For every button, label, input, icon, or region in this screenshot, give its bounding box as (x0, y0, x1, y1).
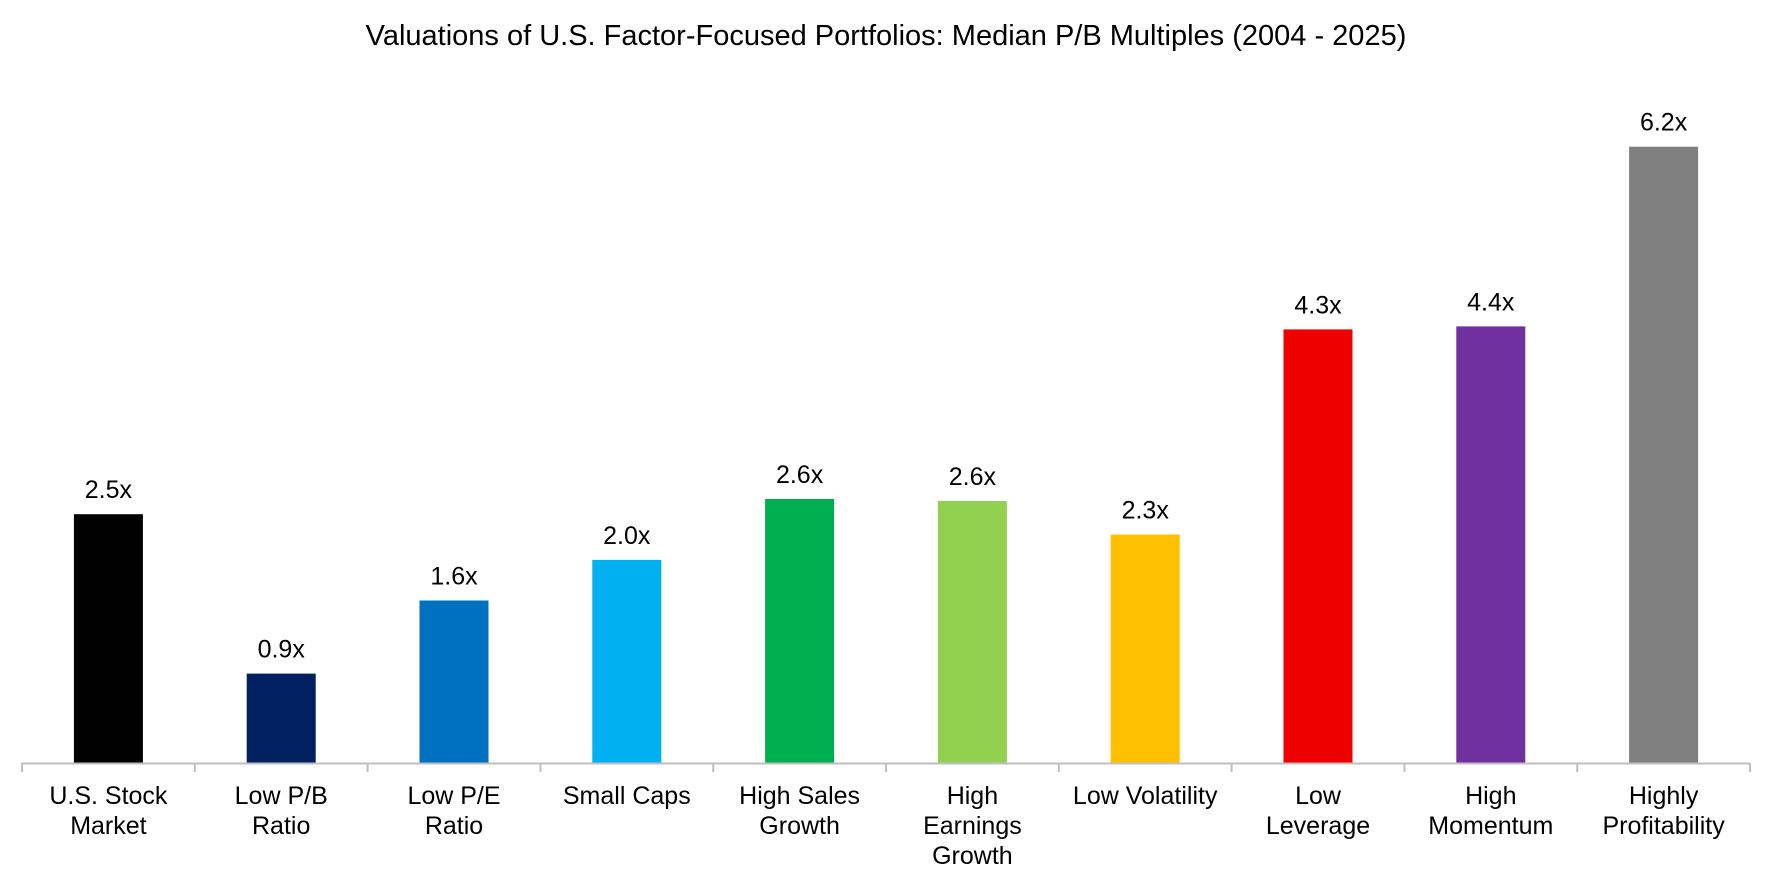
bar-8 (1283, 329, 1353, 763)
x-tick-label-6: High Earnings Growth (923, 782, 1022, 870)
bar-4 (592, 559, 662, 763)
x-axis (21, 762, 1751, 772)
data-label-8: 4.3x (1294, 291, 1342, 319)
chart-title: Valuations of U.S. Factor-Focused Portfo… (366, 20, 1407, 52)
bar-6 (937, 501, 1007, 763)
data-label-9: 4.4x (1467, 288, 1515, 316)
data-label-3: 1.6x (430, 563, 478, 591)
x-tick-label-1-line-1: U.S. Stock (49, 782, 168, 810)
data-labels-layer: 2.5x 0.9x 1.6x 2.0x 2.6x 2.6x 2.3x 4.3x 4.4x 6.2x (85, 109, 1688, 664)
x-tick-label-2-line-2: Ratio (252, 812, 310, 840)
x-tick-label-5-line-1: High Sales (739, 782, 860, 810)
x-tick-label-6-line-3: Growth (932, 842, 1013, 870)
data-label-7: 2.3x (1122, 497, 1170, 525)
x-tick-label-9-line-2: Momentum (1428, 812, 1553, 840)
x-tick-label-1-line-2: Market (70, 812, 146, 840)
data-label-1: 2.5x (85, 476, 133, 504)
x-tick-label-9: High Momentum (1428, 782, 1553, 840)
data-label-5: 2.6x (776, 461, 824, 489)
x-tick-label-3-line-2: Ratio (425, 812, 483, 840)
bar-9 (1456, 326, 1526, 763)
x-tick-label-7-line-1: Low Volatility (1073, 782, 1218, 810)
x-tick-label-10-line-2: Profitability (1602, 812, 1725, 840)
x-tick-label-8: Low Leverage (1266, 782, 1370, 840)
x-tick-label-2-line-1: Low P/B (235, 782, 328, 810)
x-tick-label-6-line-1: High (947, 782, 998, 810)
x-tick-label-7: Low Volatility (1073, 782, 1218, 810)
x-tick-label-8-line-2: Leverage (1266, 812, 1370, 840)
x-tick-label-2: Low P/B Ratio (235, 782, 328, 840)
x-tick-label-10: Highly Profitability (1602, 782, 1725, 840)
x-tick-label-4: Small Caps (563, 782, 691, 810)
data-label-6: 2.6x (949, 463, 997, 491)
bar-1 (73, 514, 143, 763)
bar-10 (1629, 146, 1699, 763)
bar-3 (419, 600, 489, 763)
x-tick-label-9-line-1: High (1465, 782, 1516, 810)
data-label-4: 2.0x (603, 522, 651, 550)
x-tick-label-4-line-1: Small Caps (563, 782, 691, 810)
x-tick-label-1: U.S. Stock Market (49, 782, 168, 840)
bar-5 (765, 499, 835, 763)
x-tick-label-10-line-1: Highly (1629, 782, 1699, 810)
bar-7 (1110, 534, 1180, 763)
x-tick-label-5: High Sales Growth (739, 782, 860, 840)
x-tick-label-5-line-2: Growth (759, 812, 840, 840)
x-tick-label-8-line-1: Low (1295, 782, 1342, 810)
x-tick-label-3: Low P/E Ratio (407, 782, 500, 840)
bar-2 (246, 673, 316, 763)
x-tick-label-6-line-2: Earnings (923, 812, 1022, 840)
bars-layer (73, 146, 1699, 763)
data-label-10: 6.2x (1640, 109, 1688, 137)
x-tick-label-3-line-1: Low P/E (407, 782, 500, 810)
data-label-2: 0.9x (258, 636, 306, 664)
